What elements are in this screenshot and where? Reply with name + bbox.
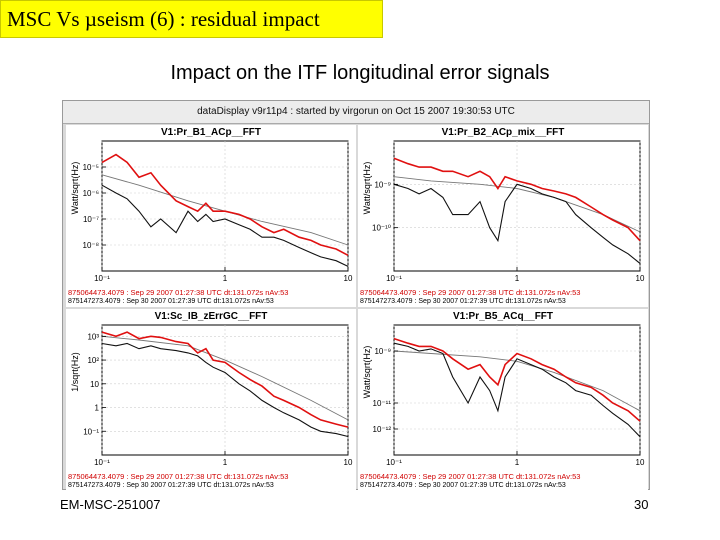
x-tick-label: 1 <box>515 458 520 467</box>
y-tick-label: 10⁻¹ <box>83 427 99 436</box>
series-line-red <box>101 331 349 428</box>
y-tick-label: 10⁻⁹ <box>374 180 391 189</box>
series-line-grey <box>393 350 641 412</box>
data-display-figure: dataDisplay v9r11p4 : started by virgoru… <box>62 100 650 491</box>
panel-footer-red: 875064473.4079 : Sep 29 2007 01:27:38 UT… <box>360 288 581 297</box>
series-line-black <box>101 184 349 267</box>
panel-plot: 10⁻¹ 1 10 10⁻⁵ 10⁻⁶ 10⁻⁷ 10⁻⁸ <box>83 140 353 283</box>
panel-title: V1:Pr_B5_ACq__FFT <box>452 311 554 322</box>
y-tick-label: 10⁻¹² <box>373 425 392 434</box>
series-line-red <box>393 157 641 242</box>
x-tick-label: 1 <box>223 274 228 283</box>
series-line-red <box>101 153 349 257</box>
panel-title: V1:Sc_IB_zErrGC__FFT <box>154 311 268 322</box>
y-tick-label: 10⁻⁹ <box>374 347 391 356</box>
fft-panel-pr-b2-acp-mix: V1:Pr_B2_ACp_mix__FFT Watt/sqrt(Hz) 10⁻¹… <box>358 125 648 307</box>
x-tick-label: 10 <box>344 274 353 283</box>
slide-subtitle: Impact on the ITF longitudinal error sig… <box>170 62 550 84</box>
panel-plot: 10⁻¹ 1 10 10³ 10² 10 1 10⁻¹ <box>83 324 353 467</box>
series-line-grey <box>101 335 349 421</box>
panel-footer-black: 875147273.4079 : Sep 30 2007 01:27:39 UT… <box>68 298 274 305</box>
x-tick-label: 10⁻¹ <box>386 458 402 467</box>
y-tick-label: 10⁻¹¹ <box>373 399 392 408</box>
y-tick-label: 10⁻⁶ <box>83 189 99 198</box>
y-tick-label: 10⁻¹⁰ <box>372 224 391 233</box>
x-tick-label: 10 <box>636 458 645 467</box>
slide-title: MSC Vs µseism (6) : residual impact <box>0 0 383 38</box>
series-line-black <box>393 183 641 264</box>
panel-footer-black: 875147273.4079 : Sep 30 2007 01:27:39 UT… <box>360 298 566 305</box>
x-tick-label: 10⁻¹ <box>94 274 110 283</box>
series-line-black <box>101 342 349 438</box>
y-tick-label: 10⁻⁵ <box>83 163 99 172</box>
x-tick-label: 1 <box>515 274 520 283</box>
y-tick-label: 10 <box>90 380 99 389</box>
panel-footer-red: 875064473.4079 : Sep 29 2007 01:27:38 UT… <box>360 472 581 481</box>
footer-reference: EM-MSC-251007 <box>60 497 161 512</box>
fft-panel-sc-ib-zerrgc: V1:Sc_IB_zErrGC__FFT 1/sqrt(Hz) 10⁻¹ 1 10 1… <box>66 309 356 491</box>
panel-footer-black: 875147273.4079 : Sep 30 2007 01:27:39 UT… <box>68 482 274 489</box>
figure-header: dataDisplay v9r11p4 : started by virgoru… <box>63 101 649 124</box>
x-tick-label: 10 <box>636 274 645 283</box>
series-line-black <box>393 342 641 438</box>
panel-footer-red: 875064473.4079 : Sep 29 2007 01:27:38 UT… <box>68 288 289 297</box>
panel-title: V1:Pr_B2_ACp_mix__FFT <box>441 127 565 138</box>
panel-plot: 10⁻¹ 1 10 10⁻⁹ 10⁻¹¹ 10⁻¹² <box>373 324 645 467</box>
page-number: 30 <box>634 497 649 512</box>
fft-panel-pr-b5-acq: V1:Pr_B5_ACq__FFT Watt/sqrt(Hz) 10⁻¹ 1 10 1… <box>358 309 648 491</box>
panel-footer-red: 875064473.4079 : Sep 29 2007 01:27:38 UT… <box>68 472 289 481</box>
x-tick-label: 10⁻¹ <box>94 458 110 467</box>
fft-panel-pr-b1-acp: V1:Pr_B1_ACp__FFT Watt/sqrt(Hz) 10⁻¹ 1 10 1… <box>66 125 356 307</box>
series-line-red <box>393 337 641 422</box>
x-tick-label: 1 <box>223 458 228 467</box>
y-tick-label: 10⁻⁸ <box>83 241 100 250</box>
panel-title: V1:Pr_B1_ACp__FFT <box>160 127 262 138</box>
x-tick-label: 10 <box>344 458 353 467</box>
panel-footer-black: 875147273.4079 : Sep 30 2007 01:27:39 UT… <box>360 482 566 489</box>
y-tick-label: 1 <box>95 404 100 413</box>
y-tick-label: 10³ <box>87 332 99 341</box>
y-tick-label: 10² <box>87 356 99 365</box>
y-tick-label: 10⁻⁷ <box>83 215 99 224</box>
panel-plot: 10⁻¹ 1 10 10⁻⁹ 10⁻¹⁰ <box>372 140 645 283</box>
x-tick-label: 10⁻¹ <box>386 274 402 283</box>
